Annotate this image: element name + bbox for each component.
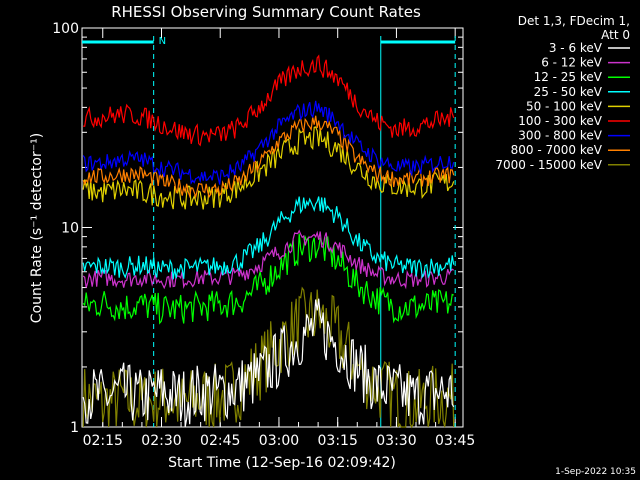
series-line-2 — [82, 233, 454, 325]
series-line-3 — [82, 196, 455, 280]
series-line-5 — [83, 54, 455, 147]
series-line-7 — [82, 115, 455, 199]
series-lines — [82, 54, 455, 429]
x-tick-label-1: 02:30 — [141, 433, 181, 449]
legend-label-5: 100 - 300 keV — [518, 114, 602, 128]
legend-label-8: 7000 - 15000 keV — [495, 158, 602, 172]
legend-header-line-1: Det 1,3, FDecim 1, — [518, 14, 630, 28]
series-line-4 — [82, 126, 455, 210]
x-tick-label-3: 03:00 — [259, 433, 299, 449]
legend-label-1: 6 - 12 keV — [541, 56, 603, 70]
y-axis-label: Count Rate (s⁻¹ detector⁻¹) — [29, 133, 45, 323]
legend-label-7: 800 - 7000 keV — [511, 143, 603, 157]
legend-label-0: 3 - 6 keV — [549, 41, 603, 55]
x-tick-label-4: 03:15 — [318, 433, 358, 449]
x-tick-label-0: 02:15 — [83, 433, 123, 449]
y-tick-label-0: 1 — [70, 420, 79, 436]
night-markers: N — [82, 36, 456, 427]
x-axis-label: Start Time (12-Sep-16 02:09:42) — [168, 455, 396, 471]
series-line-0 — [82, 298, 455, 427]
x-tick-label-6: 03:45 — [435, 433, 475, 449]
night-marker-label: N — [159, 36, 166, 47]
chart-title: RHESSI Observing Summary Count Rates — [111, 3, 421, 21]
y-tick-label-2: 100 — [52, 21, 79, 37]
timestamp: 1-Sep-2022 10:35 — [555, 467, 636, 477]
x-tick-label-2: 02:45 — [200, 433, 240, 449]
legend-header-line-2: Att 0 — [601, 28, 630, 42]
legend-label-3: 25 - 50 keV — [534, 85, 603, 99]
legend-label-2: 12 - 25 keV — [534, 70, 603, 84]
x-tick-label-5: 03:30 — [376, 433, 416, 449]
axis-ticks: 02:15 02:30 02:45 03:00 03:15 03:30 03:45 1 10 10… — [52, 21, 475, 449]
y-tick-label-1: 10 — [61, 221, 79, 237]
series-line-6 — [82, 100, 455, 185]
legend-label-4: 50 - 100 keV — [526, 99, 603, 113]
legend-label-6: 300 - 800 keV — [518, 129, 602, 143]
series-line-1 — [82, 229, 455, 290]
